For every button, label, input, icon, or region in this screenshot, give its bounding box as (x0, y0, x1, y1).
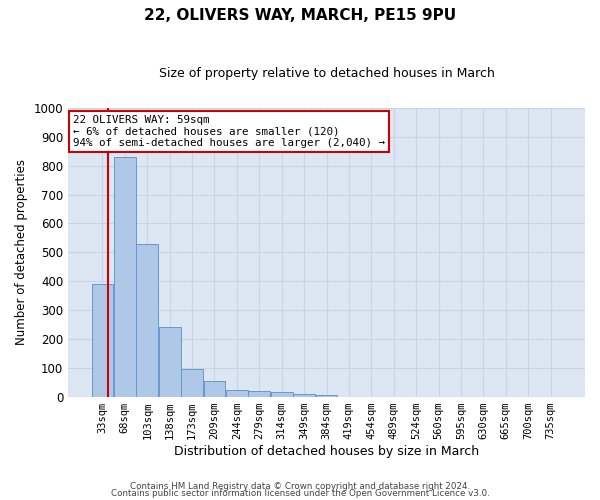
Text: Contains public sector information licensed under the Open Government Licence v3: Contains public sector information licen… (110, 490, 490, 498)
Bar (271, 392, 293, 396)
Bar (181, 368, 203, 396)
Bar (136, 244, 158, 396)
Bar (248, 391, 270, 396)
Bar (316, 394, 337, 396)
Title: Size of property relative to detached houses in March: Size of property relative to detached ho… (158, 68, 494, 80)
Text: 22, OLIVERS WAY, MARCH, PE15 9PU: 22, OLIVERS WAY, MARCH, PE15 9PU (144, 8, 456, 22)
Bar (159, 328, 181, 396)
Text: Contains HM Land Registry data © Crown copyright and database right 2024.: Contains HM Land Registry data © Crown c… (130, 482, 470, 491)
Bar (226, 390, 248, 396)
Bar (92, 284, 113, 397)
Bar (114, 157, 136, 396)
Text: 22 OLIVERS WAY: 59sqm
← 6% of detached houses are smaller (120)
94% of semi-deta: 22 OLIVERS WAY: 59sqm ← 6% of detached h… (73, 116, 385, 148)
Y-axis label: Number of detached properties: Number of detached properties (15, 160, 28, 346)
X-axis label: Distribution of detached houses by size in March: Distribution of detached houses by size … (174, 444, 479, 458)
Bar (203, 382, 226, 396)
Bar (293, 394, 315, 396)
